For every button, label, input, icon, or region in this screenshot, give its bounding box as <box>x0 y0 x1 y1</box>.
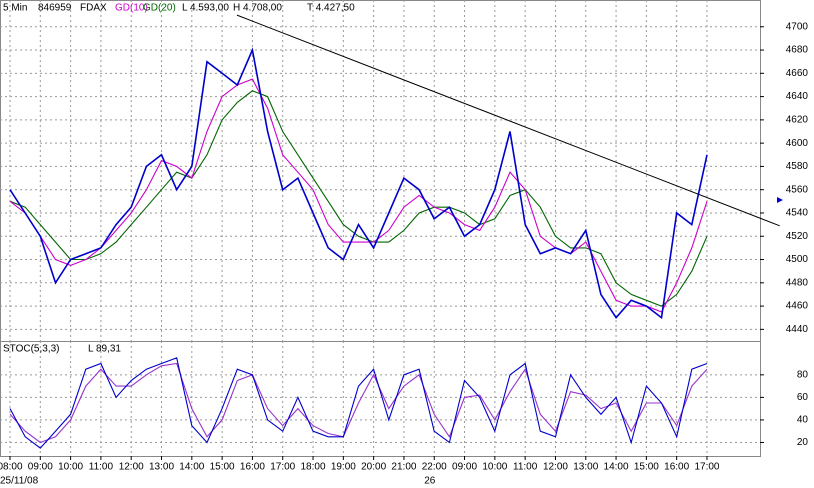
series-line <box>9 357 708 449</box>
x-tick-label: 10:00 <box>482 462 507 473</box>
y-tick-label: 20 <box>797 437 809 448</box>
y-tick-label: 40 <box>797 415 809 426</box>
x-tick-label: 08:00 <box>0 462 23 473</box>
x-tick-label: 16:00 <box>664 462 689 473</box>
legend-ma20: GD(20) <box>143 3 176 14</box>
x-tick-label: 09:00 <box>452 462 477 473</box>
y-tick-label: 4700 <box>786 21 809 32</box>
stat-last: T 4.427,50 <box>307 3 355 14</box>
x-tick-label: 16:00 <box>240 462 265 473</box>
x-tick-label: 20:00 <box>361 462 386 473</box>
x-tick-label: 12:00 <box>543 462 568 473</box>
x-tick-label: 15:00 <box>210 462 235 473</box>
y-tick-label: 4480 <box>786 277 809 288</box>
trend-line <box>236 14 780 227</box>
y-tick-label: 4520 <box>786 231 809 242</box>
symbol: FDAX <box>80 3 107 14</box>
series-line <box>9 47 708 320</box>
x-tick-label: 14:00 <box>604 462 629 473</box>
y-tick-label: 4660 <box>786 68 809 79</box>
price-marker <box>777 197 783 203</box>
y-tick-label: 4560 <box>786 184 809 195</box>
stoch-panel <box>0 341 761 457</box>
stoch-last: L 89,31 <box>88 344 121 355</box>
x-tick-label: 13:00 <box>573 462 598 473</box>
x-tick-label: 14:00 <box>179 462 204 473</box>
symbol-id: 846959 <box>38 3 72 14</box>
x-tick-label: 21:00 <box>391 462 416 473</box>
y-tick-label: 4680 <box>786 45 809 56</box>
legend-ma10: GD(10) <box>115 3 148 14</box>
x-tick-label: 17:00 <box>694 462 719 473</box>
x-tick-label: 13:00 <box>149 462 174 473</box>
y-tick-label: 4640 <box>786 91 809 102</box>
x-tick-label: 22:00 <box>422 462 447 473</box>
y-tick-label: 4440 <box>786 324 809 335</box>
date-label: 26 <box>424 476 436 487</box>
stoch-title: STOC(5,3,3) <box>3 344 60 355</box>
stat-low: L 4.593,00 <box>182 3 229 14</box>
y-tick-label: 4580 <box>786 161 809 172</box>
x-tick-label: 19:00 <box>331 462 356 473</box>
y-tick-label: 4540 <box>786 208 809 219</box>
x-tick-label: 17:00 <box>270 462 295 473</box>
y-tick-label: 60 <box>797 392 809 403</box>
x-tick-label: 09:00 <box>28 462 53 473</box>
y-tick-label: 80 <box>797 369 809 380</box>
x-tick-label: 10:00 <box>58 462 83 473</box>
x-tick-label: 11:00 <box>89 462 114 473</box>
date-label: 25/11/08 <box>0 476 39 487</box>
interval: 5 Min <box>3 3 27 14</box>
x-tick-label: 11:00 <box>513 462 538 473</box>
y-tick-label: 4500 <box>786 254 809 265</box>
price-panel <box>0 0 761 342</box>
stat-high: H 4.708,00 <box>233 3 282 14</box>
x-tick-label: 15:00 <box>634 462 659 473</box>
x-tick-label: 18:00 <box>301 462 326 473</box>
y-tick-label: 4620 <box>786 115 809 126</box>
x-tick-label: 12:00 <box>119 462 144 473</box>
y-tick-label: 4600 <box>786 138 809 149</box>
y-tick-label: 4460 <box>786 301 809 312</box>
